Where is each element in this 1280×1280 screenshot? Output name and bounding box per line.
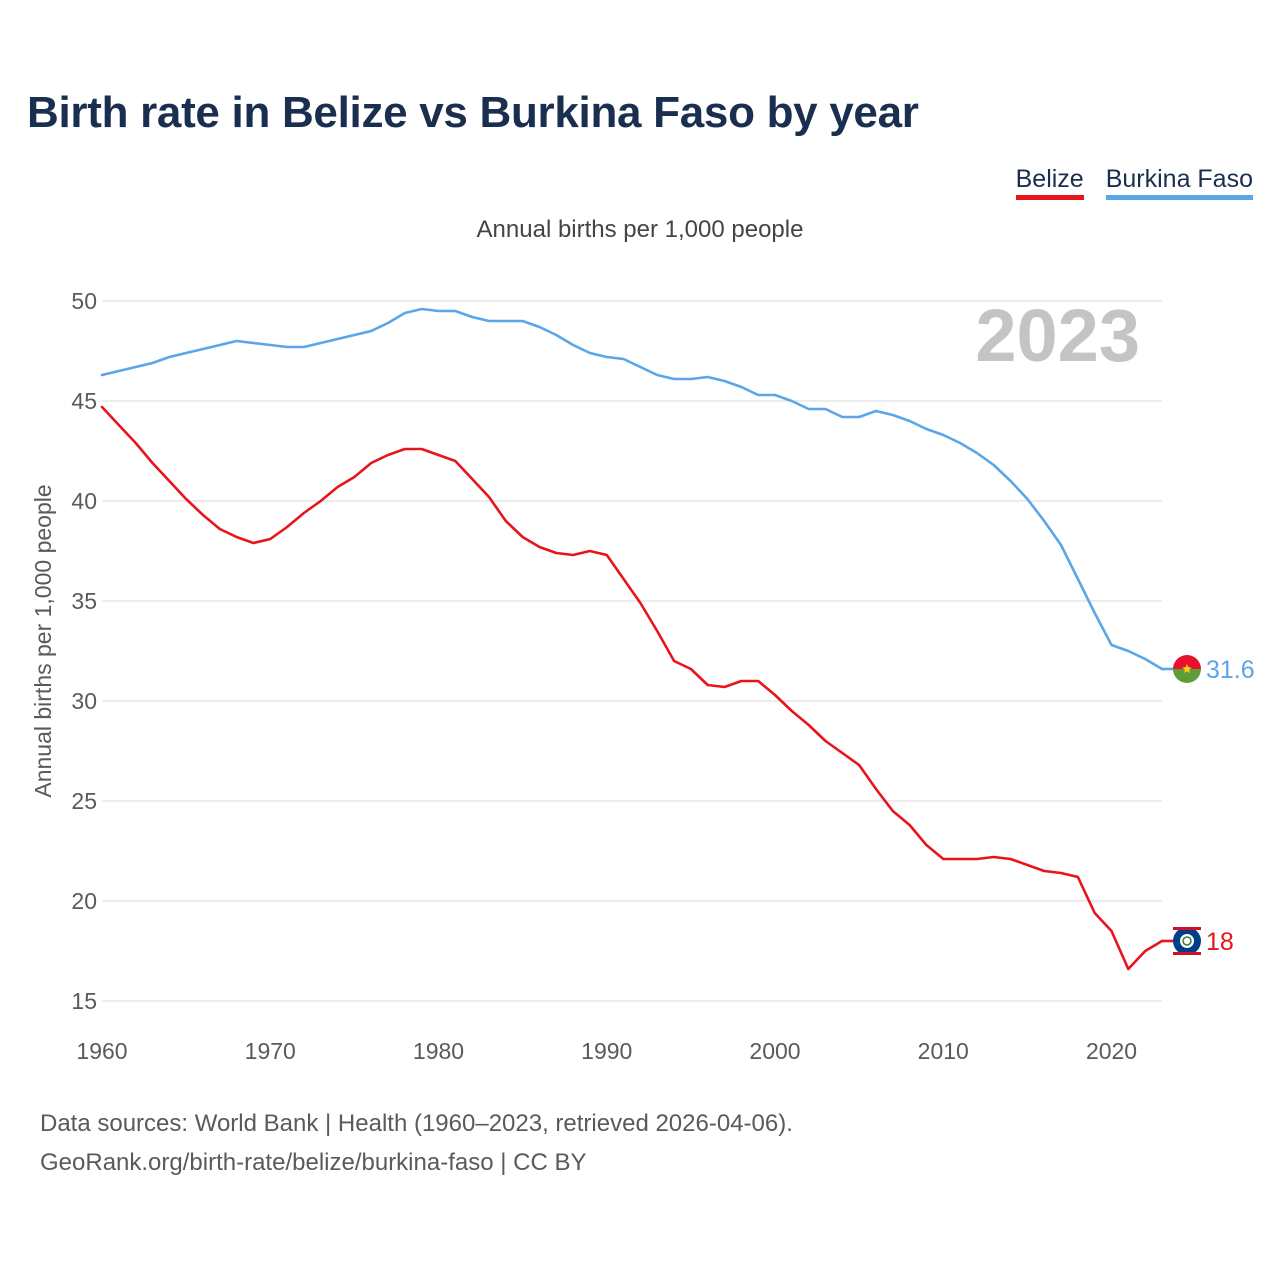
y-tick-40: 40 [71,488,97,514]
y-tick-15: 15 [71,988,97,1014]
y-axis-label: Annual births per 1,000 people [30,484,56,797]
chart-title: Birth rate in Belize vs Burkina Faso by … [27,88,919,137]
chart-subtitle: Annual births per 1,000 people [476,216,804,243]
legend-item-belize[interactable]: Belize [1015,164,1084,200]
flag-top-stripe [1173,927,1201,930]
end-value-burkina-faso: 31.6 [1206,656,1255,684]
end-value-belize: 18 [1206,928,1234,956]
flag-emblem-disc [1180,934,1194,948]
x-tick-2020: 2020 [1086,1038,1137,1064]
footer-source: Data sources: World Bank | Health (1960–… [40,1110,793,1137]
flag-bottom-half [1173,669,1201,683]
gridlines [102,300,1162,1002]
series-lines [100,307,1164,971]
legend: Belize Burkina Faso [1015,164,1253,200]
y-tick-20: 20 [71,888,97,914]
x-tick-2010: 2010 [918,1038,969,1064]
series-line-burkina-faso [100,307,1164,671]
flag-top-half [1173,655,1201,669]
x-tick-1980: 1980 [413,1038,464,1064]
x-tick-2000: 2000 [749,1038,800,1064]
y-tick-45: 45 [71,388,97,414]
flag-emblem-ring [1182,936,1192,946]
flag-star [1182,664,1192,673]
x-tick-1990: 1990 [581,1038,632,1064]
flag-bottom-stripe [1173,952,1201,955]
y-tick-25: 25 [71,788,97,814]
legend-item-burkina-faso[interactable]: Burkina Faso [1105,164,1253,200]
x-tick-1960: 1960 [76,1038,127,1064]
footer-link[interactable]: GeoRank.org/birth-rate/belize/burkina-fa… [40,1149,587,1176]
x-tick-1970: 1970 [245,1038,296,1064]
y-axis-ticks: 15 20 25 30 35 40 45 50 [71,288,97,1014]
y-tick-35: 35 [71,588,97,614]
footer: Data sources: World Bank | Health (1960–… [40,1104,793,1182]
year-label: 2023 [975,294,1140,377]
y-tick-30: 30 [71,688,97,714]
series-line-belize [100,405,1164,971]
end-markers: 18 31.6 [1162,655,1255,956]
flag-burkina-faso-icon [1173,655,1201,683]
x-axis-ticks: 1960 1970 1980 1990 2000 2010 2020 [76,1038,1137,1064]
flag-belize-icon [1173,927,1201,955]
y-tick-50: 50 [71,288,97,314]
